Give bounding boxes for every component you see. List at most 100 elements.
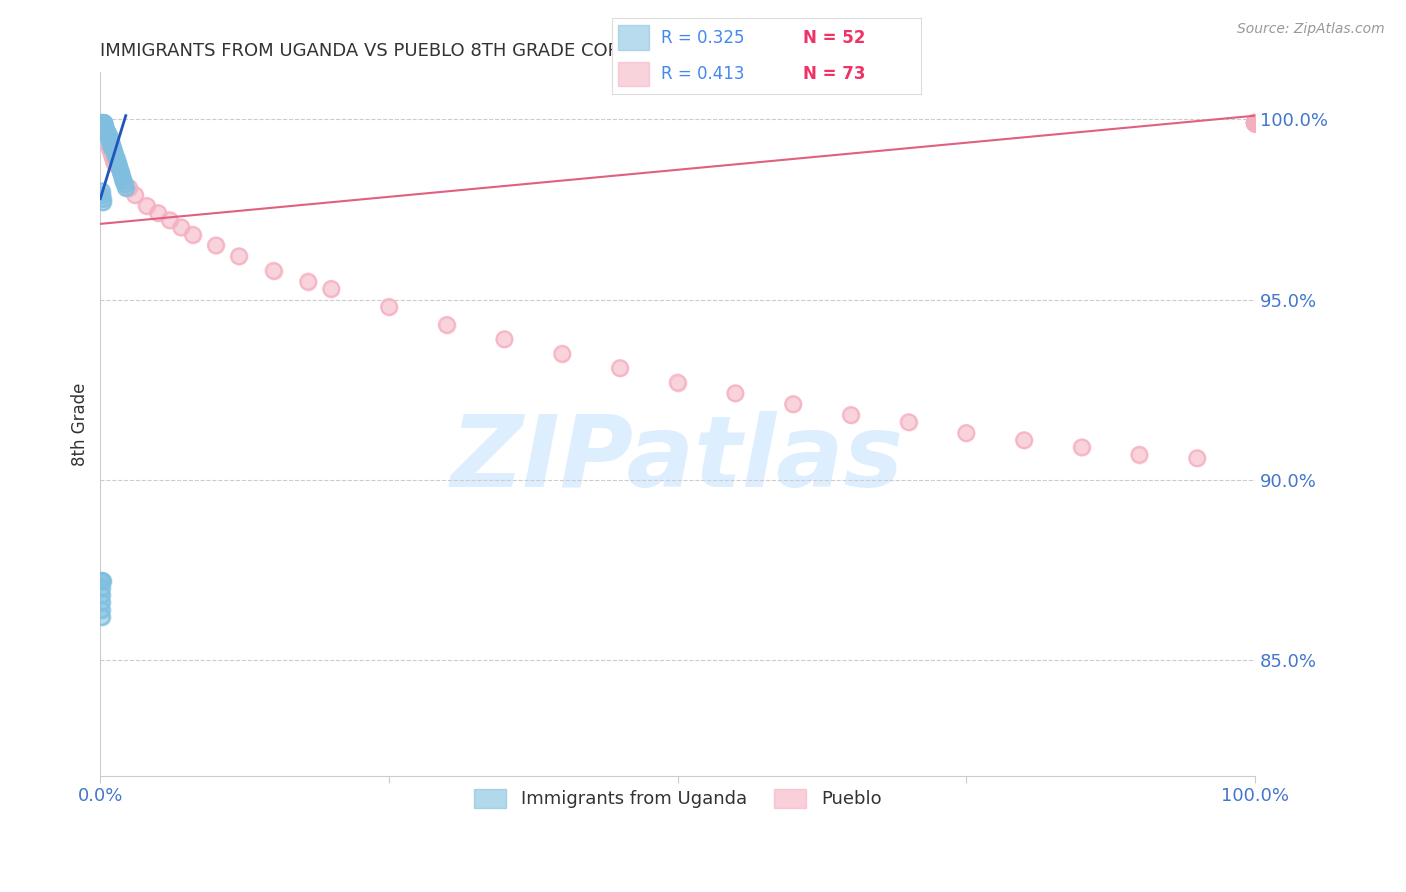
Point (551, 346, 574, 360)
Text: R = 0.325: R = 0.325 (661, 29, 745, 46)
Point (666, 376, 689, 390)
Point (110, 166, 132, 180)
Point (105, 152, 128, 166)
Point (94, 123, 117, 137)
Point (93, 116, 115, 130)
Point (1244, 116, 1267, 130)
Point (1244, 116, 1267, 130)
Point (1128, 448, 1150, 462)
Point (94, 123, 117, 137)
Point (90, 116, 112, 130)
Point (1244, 116, 1267, 130)
Point (105, 152, 128, 166)
Point (1244, 116, 1267, 130)
Text: IMMIGRANTS FROM UGANDA VS PUEBLO 8TH GRADE CORRELATION CHART: IMMIGRANTS FROM UGANDA VS PUEBLO 8TH GRA… (100, 42, 776, 60)
Point (146, 206, 169, 220)
Point (100, 137, 122, 152)
Point (91, 123, 114, 137)
Point (101, 152, 124, 166)
Text: ZIPatlas: ZIPatlas (451, 410, 904, 508)
Point (228, 249, 250, 263)
Point (90, 120, 112, 134)
Point (297, 275, 319, 289)
Point (93, 116, 115, 130)
Point (91, 120, 114, 134)
Point (124, 188, 146, 202)
Point (1244, 116, 1267, 130)
Point (955, 425, 977, 440)
Point (90, 116, 112, 130)
Point (204, 238, 226, 252)
Point (1244, 116, 1267, 130)
Point (1244, 116, 1267, 130)
Point (91, 192, 114, 206)
Point (101, 141, 124, 155)
Point (90, 581, 112, 595)
Point (955, 425, 977, 440)
Point (1244, 116, 1267, 130)
Point (103, 145, 125, 159)
Point (94, 120, 117, 134)
Point (1128, 448, 1150, 462)
Point (93, 116, 115, 130)
Point (108, 162, 131, 177)
Point (90, 127, 112, 141)
Point (1244, 116, 1267, 130)
Point (897, 415, 920, 429)
Point (101, 141, 124, 155)
Point (1244, 116, 1267, 130)
Point (1244, 116, 1267, 130)
Point (228, 249, 250, 263)
Point (1070, 441, 1092, 455)
Point (1012, 433, 1035, 447)
Point (90, 610, 112, 624)
Point (94, 120, 117, 134)
Point (1185, 451, 1208, 466)
Point (94, 123, 117, 137)
Point (96, 134, 118, 148)
Point (146, 206, 169, 220)
Point (114, 181, 136, 195)
Point (94, 123, 117, 137)
Point (1244, 116, 1267, 130)
Point (378, 300, 401, 314)
Point (90, 574, 112, 588)
Point (107, 159, 129, 173)
Point (108, 159, 131, 173)
Point (101, 137, 124, 152)
Point (1244, 116, 1267, 130)
Point (90, 185, 112, 199)
Point (114, 181, 136, 195)
Point (100, 137, 122, 152)
Point (101, 148, 124, 162)
Point (97, 137, 120, 152)
Point (494, 332, 516, 346)
Point (321, 282, 343, 296)
Point (97, 130, 120, 145)
Point (91, 123, 114, 137)
Point (104, 148, 127, 162)
Point (104, 148, 127, 162)
Point (90, 116, 112, 130)
Point (839, 408, 862, 422)
Point (93, 127, 115, 141)
Point (1244, 116, 1267, 130)
Point (91, 116, 114, 130)
Point (609, 361, 631, 376)
Point (98, 130, 121, 145)
Point (112, 173, 135, 187)
Point (204, 238, 226, 252)
Point (90, 574, 112, 588)
Point (1070, 441, 1092, 455)
Point (90, 588, 112, 602)
Point (111, 169, 134, 184)
Point (1244, 116, 1267, 130)
Point (1244, 116, 1267, 130)
Point (724, 386, 747, 401)
Point (1244, 116, 1267, 130)
Point (1244, 116, 1267, 130)
Point (91, 574, 114, 588)
Point (135, 199, 157, 213)
Point (96, 127, 118, 141)
Point (93, 116, 115, 130)
